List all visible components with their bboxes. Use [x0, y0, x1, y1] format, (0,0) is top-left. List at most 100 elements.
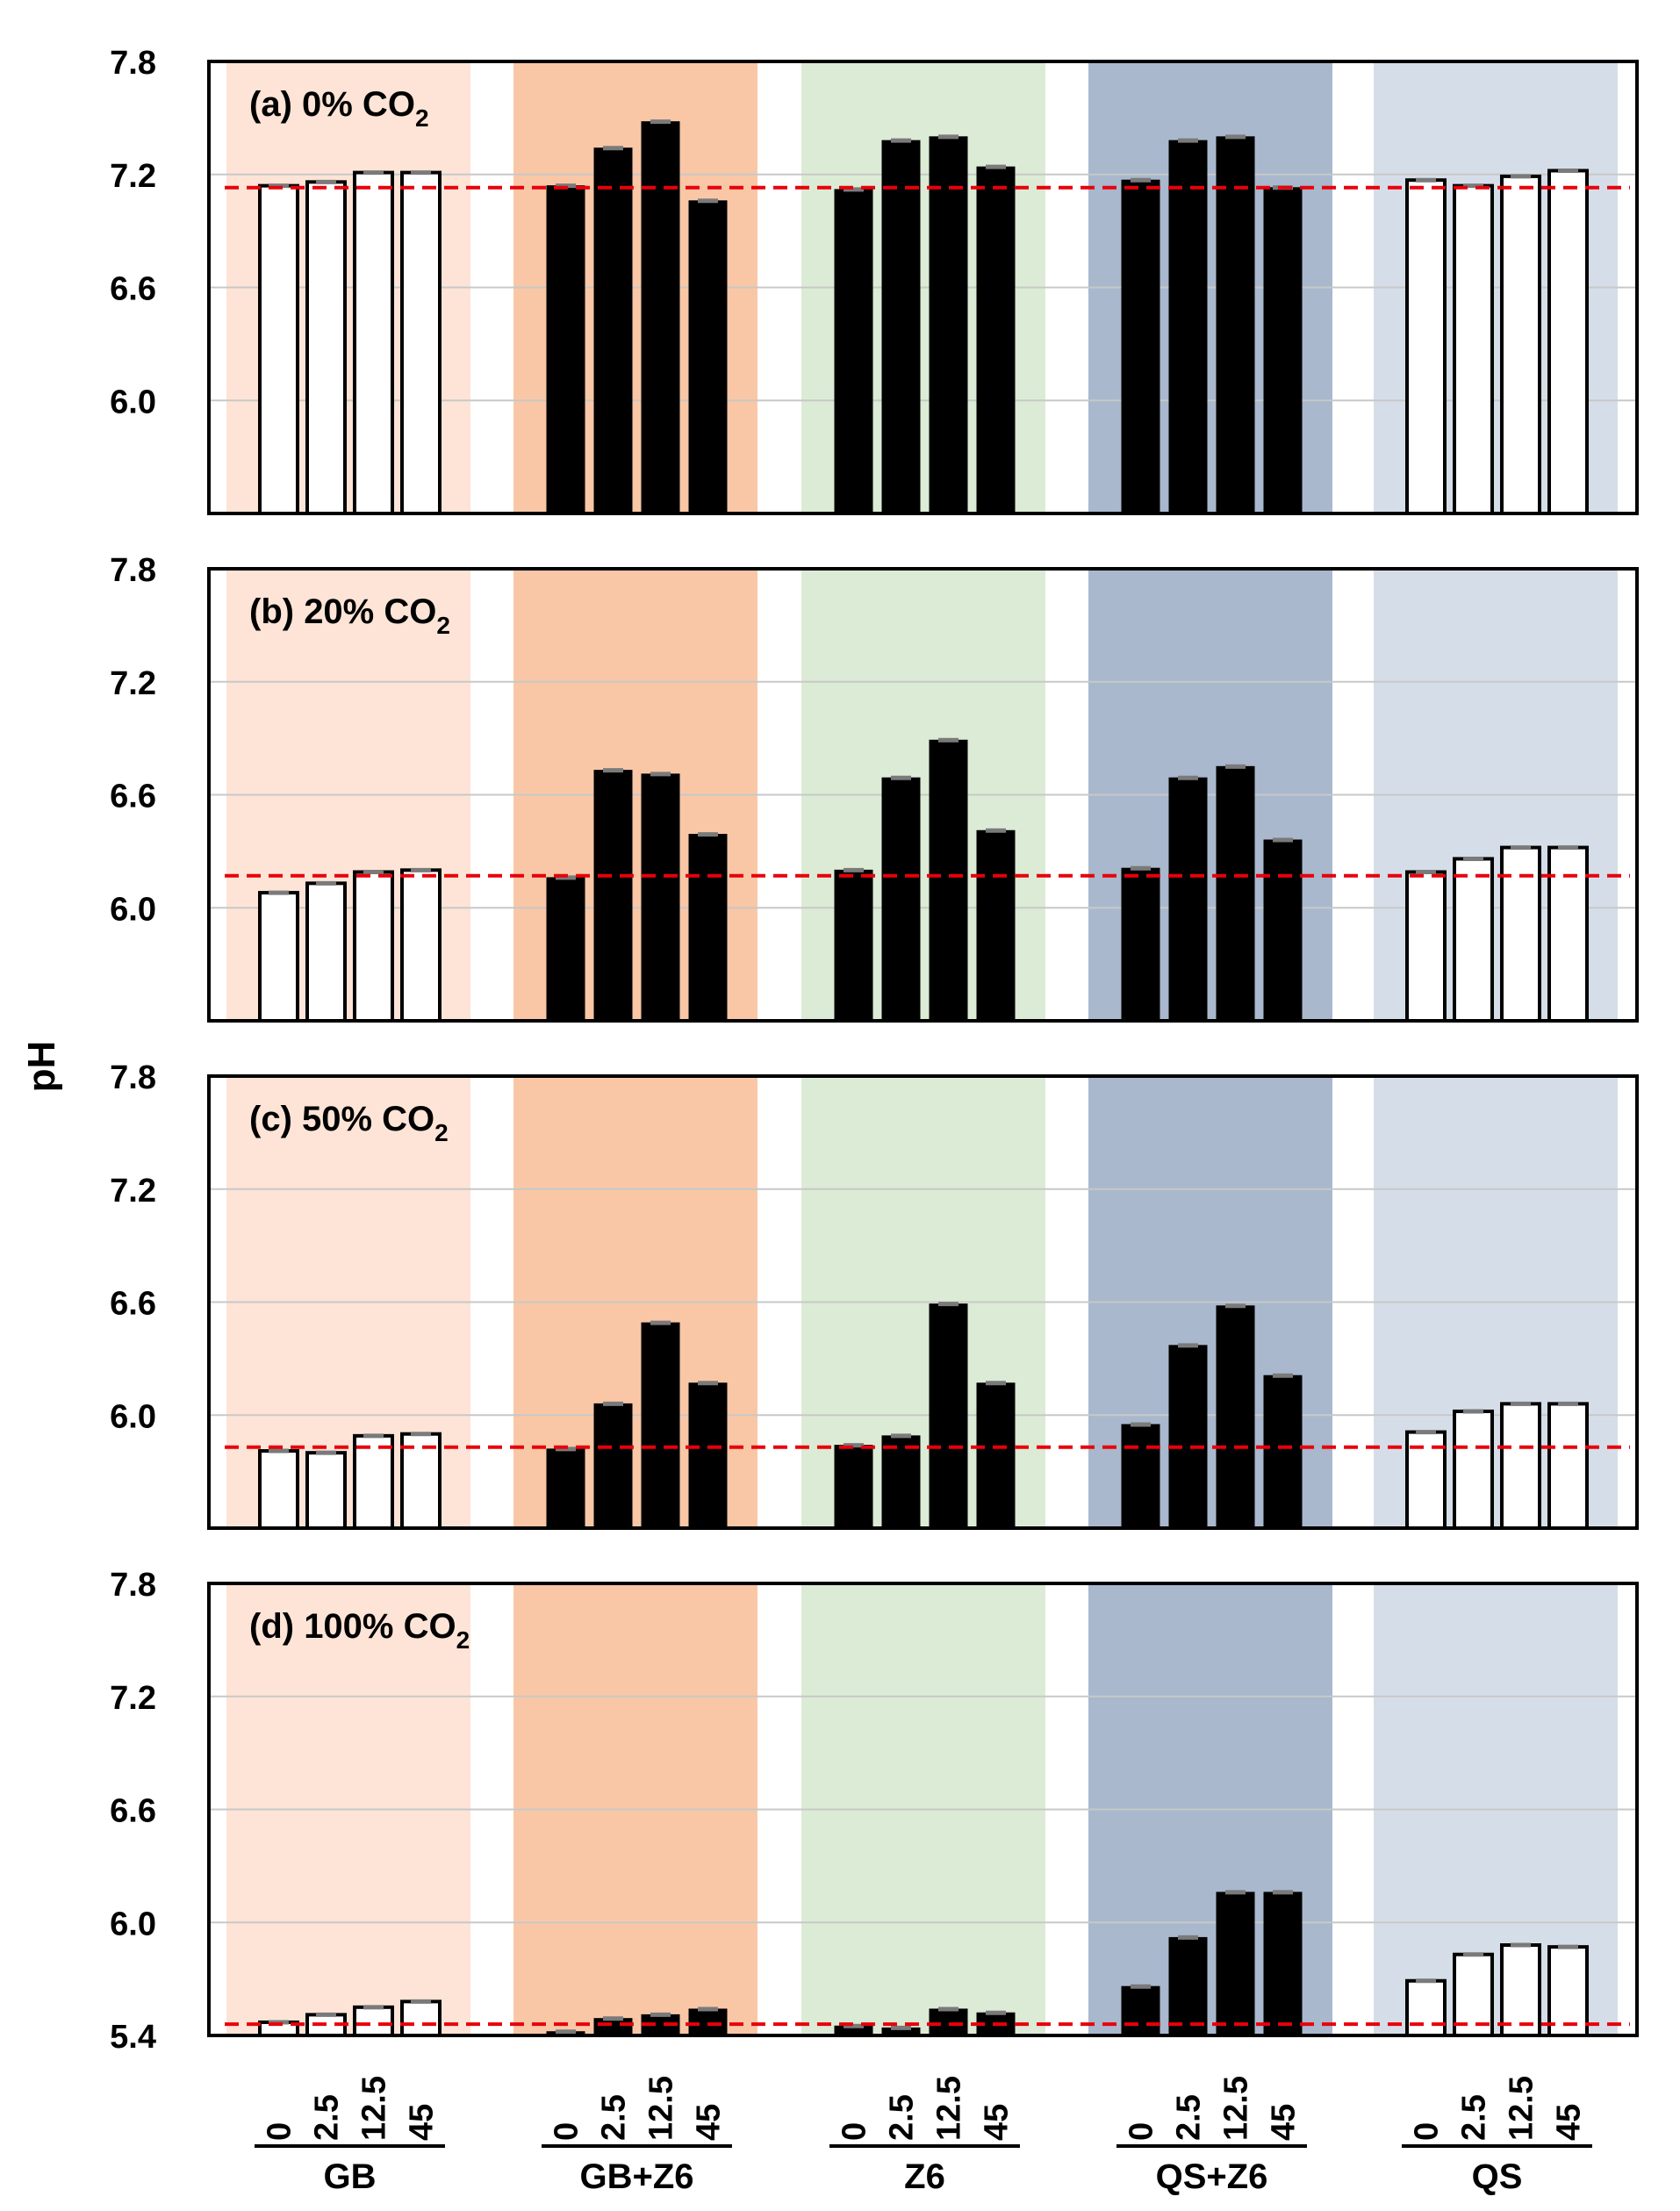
- bar: [1168, 140, 1208, 514]
- bar: [1121, 1424, 1160, 1529]
- panel-frame: [207, 60, 1639, 515]
- bar: [1547, 1945, 1589, 2037]
- bar: [1263, 1892, 1303, 2036]
- bar: [1168, 1345, 1208, 1529]
- x-group-label: GB+Z6: [579, 2157, 693, 2196]
- bar: [1547, 845, 1589, 1023]
- bar: [688, 200, 728, 514]
- bar: [688, 834, 728, 1022]
- bar: [1500, 1402, 1541, 1530]
- panel-frame: [207, 1074, 1639, 1530]
- x-dose-label: 0: [549, 2122, 585, 2141]
- bar: [593, 1403, 633, 1529]
- bar: [1453, 1409, 1494, 1531]
- y-tick-label: 7.8: [110, 552, 156, 589]
- bar: [641, 773, 680, 1022]
- bar: [305, 1451, 347, 1530]
- bar: [353, 870, 394, 1023]
- panel-frame: [207, 567, 1639, 1023]
- bar: [881, 777, 921, 1022]
- bar: [305, 180, 347, 515]
- y-tick-label: 7.8: [110, 1059, 156, 1096]
- bar: [400, 868, 442, 1023]
- panel-title-text: (d) 100% CO: [249, 1607, 456, 1646]
- x-group-label: QS: [1472, 2157, 1523, 2196]
- bar: [688, 2008, 728, 2036]
- bar: [1453, 1952, 1494, 2038]
- bar: [1216, 1305, 1255, 1529]
- x-dose-label: 12.5: [1504, 2076, 1540, 2141]
- panel-title: (c) 50% CO2: [249, 1100, 449, 1146]
- y-tick-label: 7.8: [110, 45, 156, 82]
- panel-title: (d) 100% CO2: [249, 1607, 470, 1654]
- panel-title-subscript: 2: [434, 1119, 449, 1146]
- x-dose-label: 45: [1551, 2104, 1588, 2141]
- bar: [1405, 870, 1447, 1023]
- bar: [834, 189, 873, 514]
- bar: [1168, 777, 1208, 1022]
- x-group-label: GB: [324, 2157, 377, 2196]
- panel-frame: [207, 1582, 1639, 2037]
- x-dose-label: 12.5: [356, 2076, 393, 2141]
- panel-title-subscript: 2: [415, 104, 429, 132]
- bar: [688, 1382, 728, 1529]
- y-axis-label: pH: [20, 1041, 63, 1093]
- bar: [929, 136, 968, 514]
- y-tick-label: 6.0: [110, 384, 156, 420]
- bar: [641, 121, 680, 514]
- bar: [258, 1449, 299, 1531]
- bar: [929, 2008, 968, 2036]
- x-group-label: QS+Z6: [1156, 2157, 1268, 2196]
- bar: [1216, 136, 1255, 514]
- x-dose-label: 45: [1266, 2104, 1303, 2141]
- y-tick-label: 7.2: [110, 1173, 156, 1210]
- panel-title: (b) 20% CO2: [249, 592, 450, 639]
- bar: [976, 166, 1016, 514]
- bar: [353, 2005, 394, 2037]
- y-tick-label: 7.2: [110, 158, 156, 195]
- bar: [976, 1382, 1016, 1529]
- x-dose-label: 0: [1409, 2122, 1446, 2141]
- bar: [1547, 169, 1589, 515]
- bar: [1263, 187, 1303, 514]
- bar: [1453, 183, 1494, 515]
- bar: [1405, 1978, 1447, 2037]
- bar: [353, 1433, 394, 1530]
- bar: [976, 829, 1016, 1022]
- x-dose-label: 12.5: [931, 2076, 968, 2141]
- y-tick-label: 6.0: [110, 891, 156, 928]
- y-tick-label: 6.6: [110, 779, 156, 815]
- bar: [1121, 1985, 1160, 2036]
- panel-title-text: (a) 0% CO: [249, 85, 415, 124]
- bar: [1500, 845, 1541, 1023]
- x-dose-label: 2.5: [884, 2094, 921, 2141]
- y-tick-label: 6.0: [110, 1398, 156, 1435]
- x-dose-label: 2.5: [596, 2094, 633, 2141]
- panel-title-text: (b) 20% CO: [249, 592, 436, 631]
- bar: [929, 1303, 968, 1529]
- bar: [1121, 179, 1160, 514]
- bar: [400, 1999, 442, 2037]
- bar: [641, 1322, 680, 1529]
- bar: [1500, 1943, 1541, 2037]
- x-dose-label: 45: [691, 2104, 728, 2141]
- bar: [593, 770, 633, 1022]
- y-tick-label: 5.4: [110, 2019, 156, 2056]
- x-dose-label: 0: [1124, 2122, 1160, 2141]
- x-dose-label: 12.5: [643, 2076, 680, 2141]
- x-group-label: Z6: [904, 2157, 945, 2196]
- bar: [593, 2018, 633, 2036]
- y-tick-label: 6.6: [110, 1793, 156, 1830]
- x-dose-label: 45: [404, 2104, 441, 2141]
- bar: [1547, 1402, 1589, 1530]
- y-tick-label: 6.0: [110, 1906, 156, 1942]
- panel-title: (a) 0% CO2: [249, 85, 429, 132]
- bar: [400, 170, 442, 516]
- bar: [1121, 867, 1160, 1022]
- y-tick-label: 6.6: [110, 1286, 156, 1323]
- panel-title-subscript: 2: [436, 612, 450, 639]
- x-dose-label: 12.5: [1218, 2076, 1255, 2141]
- bar: [546, 185, 585, 514]
- bar: [1216, 765, 1255, 1022]
- bar: [1500, 174, 1541, 515]
